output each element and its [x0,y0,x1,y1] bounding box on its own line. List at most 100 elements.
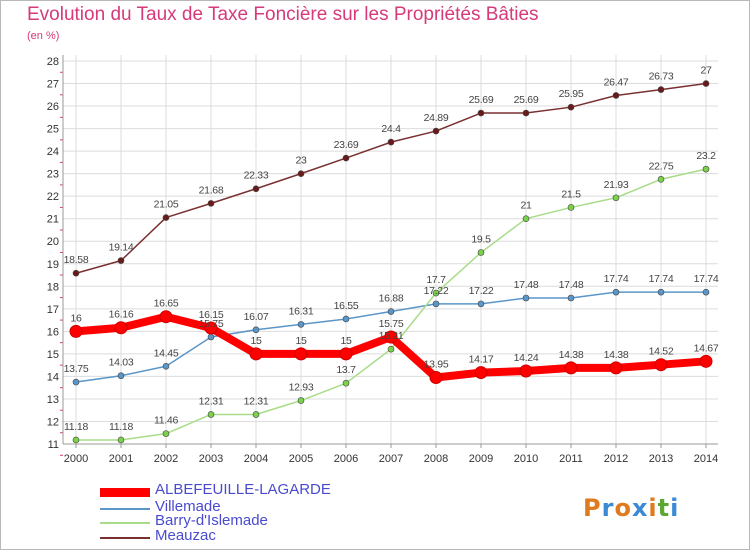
data-label: 24.89 [424,112,449,124]
data-point [474,366,488,380]
data-point [387,308,395,315]
data-label: 16.16 [109,309,134,321]
y-tick-label: 22 [47,191,59,203]
chart-title: Evolution du Taux de Taxe Foncière sur l… [27,4,539,25]
data-label: 25.95 [559,88,584,100]
data-label: 23.69 [334,139,359,151]
y-tick-label: 18 [47,281,59,293]
data-label: 21.93 [604,179,629,191]
data-label: 15 [250,335,262,347]
y-tick-label: 25 [47,124,59,136]
y-tick-label: 24 [47,146,59,158]
data-point [339,347,353,361]
data-label: 15.75 [379,318,404,330]
proxiti-logo: Proxiti [583,494,679,522]
x-tick-label: 2009 [469,453,493,465]
data-label: 11.18 [109,421,133,433]
x-tick-label: 2005 [289,453,313,465]
data-label: 25.69 [469,94,494,106]
data-label: 14.24 [514,352,539,364]
data-label: 19.14 [109,242,134,254]
data-label: 15.75 [199,318,224,330]
data-label: 17.74 [604,273,629,285]
data-label: 16.65 [154,298,179,310]
legend-swatch [100,537,150,539]
data-label: 14.38 [559,349,584,361]
data-label: 11.46 [154,415,178,427]
data-label: 21 [520,200,532,212]
data-point [567,103,575,111]
data-point [612,194,620,202]
y-tick-label: 21 [47,214,59,226]
data-label: 16.88 [379,293,404,305]
data-point [429,371,443,385]
y-tick-label: 26 [47,101,59,113]
data-point [432,289,440,297]
data-point [342,379,350,387]
data-label: 17.74 [649,273,674,285]
data-label: 14.03 [109,357,134,369]
data-label: 23.2 [696,150,716,162]
y-tick-label: 14 [47,371,59,383]
data-point [117,257,125,264]
data-point [477,249,485,256]
data-label: 16.07 [244,311,269,323]
data-point [72,269,80,277]
data-point [519,364,533,378]
data-label: 11.18 [64,421,88,433]
y-tick-label: 13 [47,394,59,406]
y-tick-label: 17 [47,304,59,316]
data-point [252,185,260,193]
data-point [567,204,575,211]
data-label: 14.17 [469,354,494,366]
data-point [297,170,305,177]
data-point [432,127,440,135]
data-label: 23 [295,155,307,167]
x-tick-label: 2006 [334,453,358,465]
y-tick-label: 12 [47,416,59,428]
data-label: 16.15 [199,309,224,321]
data-point [207,411,215,418]
data-point [564,361,578,375]
data-label: 17.22 [424,285,449,297]
data-label: 15.21 [379,330,404,342]
data-label: 21.5 [561,188,581,200]
data-point [702,165,710,173]
data-point [612,92,620,99]
logo-letter: r [601,494,615,522]
data-point [699,354,713,368]
data-point [702,288,710,296]
data-point [162,214,170,221]
data-point [657,175,665,183]
data-label: 14.52 [649,346,674,358]
data-label: 16.31 [289,305,314,317]
data-label: 27 [700,65,712,77]
x-tick-label: 2014 [694,453,718,465]
data-label: 16.55 [334,300,359,312]
data-point [294,347,308,361]
x-tick-label: 2000 [64,453,88,465]
data-label: 13.75 [64,363,89,375]
logo-letter: i [670,494,680,522]
legend-label: ALBEFEUILLE-LAGARDE [155,481,331,498]
data-label: 18.58 [64,254,89,266]
y-tick-label: 27 [47,79,59,91]
data-point [387,345,395,353]
data-point [702,80,710,87]
x-tick-label: 2003 [199,453,223,465]
data-point [342,315,350,323]
data-label: 22.33 [244,170,269,182]
logo-letter: o [614,494,632,522]
data-point [384,330,398,344]
x-tick-label: 2008 [424,453,448,465]
chart-subtitle: (en %) [27,30,60,42]
data-label: 14.67 [694,342,719,354]
data-point [432,300,440,308]
data-point [522,294,530,302]
data-point [522,109,530,117]
data-point [657,86,665,93]
logo-letter: i [648,494,658,522]
x-tick-label: 2007 [379,453,403,465]
data-point [162,362,170,370]
